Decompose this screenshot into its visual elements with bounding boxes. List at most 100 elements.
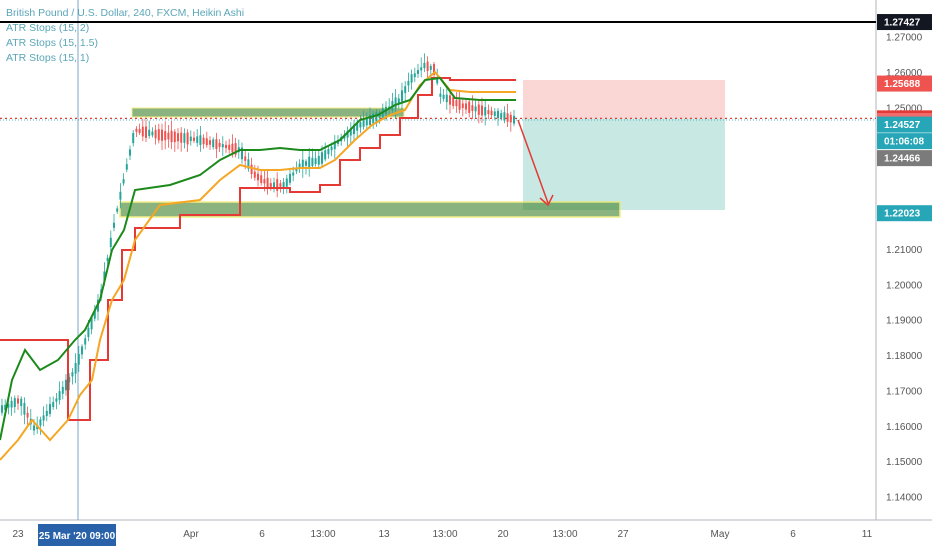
projection-arrow[interactable] — [517, 119, 549, 204]
candle-body — [10, 400, 13, 408]
candle-body — [503, 112, 506, 121]
candle-body — [433, 64, 435, 75]
candle-body — [407, 80, 410, 86]
stop-loss-zone[interactable] — [523, 80, 725, 119]
take-profit-zone[interactable] — [523, 118, 725, 210]
candle-body — [375, 111, 378, 122]
candle-body — [484, 107, 487, 116]
candle-body — [397, 98, 400, 104]
candle-body — [490, 110, 493, 116]
price-tag[interactable] — [877, 14, 932, 31]
candle-body — [509, 114, 512, 123]
support-zone[interactable] — [119, 201, 621, 218]
price-tag-label: 1.27427 — [884, 18, 921, 29]
candle-body — [84, 338, 87, 345]
candle-body — [177, 133, 179, 142]
price-tag[interactable] — [877, 75, 932, 92]
candle-body — [161, 129, 163, 141]
price-tag[interactable] — [877, 150, 932, 167]
x-tick-label: 13:00 — [552, 529, 577, 540]
candle-body — [359, 122, 362, 128]
candle-body — [369, 114, 371, 126]
candle-body — [39, 419, 42, 426]
candle-body — [353, 124, 355, 135]
candle-body — [487, 110, 490, 115]
candle-body — [426, 61, 429, 72]
x-tick-label: 6 — [790, 529, 796, 540]
y-tick-label: 1.19000 — [886, 316, 923, 327]
candle-body — [170, 130, 173, 143]
price-tag[interactable] — [877, 116, 932, 133]
candle-body — [282, 182, 285, 188]
candle-body — [477, 104, 480, 115]
y-tick-label: 1.27000 — [886, 33, 923, 44]
candle-body — [301, 159, 304, 169]
candle-body — [74, 362, 77, 374]
chart-legend: British Pound / U.S. Dollar, 240, FXCM, … — [6, 6, 244, 66]
candle-body — [125, 164, 128, 170]
candle-body — [154, 129, 157, 139]
candle-body — [52, 402, 55, 408]
candle-body — [314, 158, 317, 164]
legend-entry-atr-1[interactable]: ATR Stops (15, 1) — [6, 52, 90, 64]
candle-body — [404, 86, 407, 93]
x-tick-label: 27 — [617, 529, 629, 540]
candle-body — [202, 137, 205, 145]
x-tick-label: Apr — [183, 529, 199, 540]
atr-stops-15-1-5-line[interactable] — [0, 70, 516, 461]
x-tick-label: 20 — [497, 529, 509, 540]
candle-body — [497, 110, 499, 119]
candle-body — [317, 155, 320, 165]
price-tag[interactable] — [877, 133, 932, 150]
price-tag-label: 1.25688 — [884, 79, 921, 90]
candle-body — [458, 99, 461, 110]
legend-entry-atr-1-5[interactable]: ATR Stops (15, 1.5) — [6, 37, 99, 49]
projection-arrowhead — [539, 194, 554, 207]
candle-body — [17, 398, 19, 404]
candle-body — [122, 179, 125, 184]
candle-body — [257, 173, 259, 181]
candle-body — [289, 173, 291, 183]
candle-body — [362, 119, 365, 127]
candle-body — [93, 310, 96, 319]
candle-body — [129, 149, 131, 156]
x-tick-label: 11 — [862, 529, 873, 540]
candle-body — [305, 161, 307, 166]
atr-stops-15-2-line[interactable] — [0, 77, 516, 421]
candle-body — [292, 172, 295, 176]
candle-body — [465, 103, 467, 110]
x-tick-label: 23 — [12, 529, 24, 540]
candle-body — [244, 156, 247, 161]
candle-body — [199, 135, 202, 145]
candle-body — [474, 106, 477, 112]
candle-body — [135, 128, 138, 132]
price-tag-label: 1.24527 — [884, 120, 921, 131]
candle-body — [452, 97, 455, 107]
candle-body — [250, 164, 253, 175]
atr-stops-15-1-line[interactable] — [0, 76, 516, 441]
candle-body — [23, 402, 26, 415]
candle-body — [228, 144, 231, 150]
candle-body — [401, 90, 403, 102]
candle-body — [324, 150, 327, 160]
candle-body — [164, 131, 167, 141]
candle-body — [253, 171, 256, 178]
candle-body — [157, 129, 160, 141]
crosshair-time-label: 25 Mar '20 09:00 — [39, 531, 116, 542]
candle-body — [260, 175, 263, 184]
candle-body — [372, 113, 375, 124]
candle-body — [311, 157, 314, 166]
candle-body — [151, 131, 154, 136]
legend-entry-atr-2[interactable]: ATR Stops (15, 2) — [6, 22, 90, 34]
price-tag[interactable] — [877, 205, 932, 222]
candle-body — [119, 191, 122, 200]
resistance-zone[interactable] — [131, 107, 405, 118]
candle-body — [90, 317, 93, 330]
candle-body — [279, 183, 282, 187]
crosshair-time-tag[interactable] — [38, 524, 116, 546]
candle-body — [167, 132, 170, 140]
candle-body — [365, 117, 368, 126]
y-tick-label: 1.21000 — [886, 245, 923, 256]
